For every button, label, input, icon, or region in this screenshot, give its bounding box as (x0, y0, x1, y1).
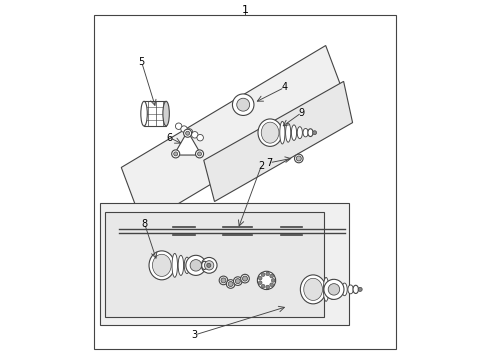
Ellipse shape (191, 259, 196, 272)
Circle shape (186, 129, 193, 135)
Circle shape (172, 150, 180, 158)
Circle shape (181, 126, 187, 132)
Circle shape (270, 274, 273, 278)
Polygon shape (122, 45, 347, 225)
Ellipse shape (149, 251, 174, 280)
Ellipse shape (294, 154, 303, 163)
Ellipse shape (324, 279, 344, 300)
Ellipse shape (323, 278, 329, 301)
Ellipse shape (232, 94, 254, 116)
Circle shape (258, 281, 262, 284)
Ellipse shape (184, 257, 190, 274)
Ellipse shape (286, 123, 291, 142)
Circle shape (175, 123, 182, 130)
Text: 6: 6 (167, 133, 173, 143)
Ellipse shape (243, 276, 247, 281)
Circle shape (184, 129, 192, 137)
Ellipse shape (196, 261, 202, 270)
Circle shape (313, 131, 317, 135)
Circle shape (261, 284, 265, 288)
Ellipse shape (221, 278, 226, 283)
Ellipse shape (328, 284, 340, 295)
Polygon shape (100, 203, 349, 325)
Circle shape (266, 272, 270, 276)
Text: 3: 3 (192, 330, 198, 340)
Circle shape (197, 152, 201, 156)
Ellipse shape (300, 275, 326, 304)
Ellipse shape (234, 277, 242, 285)
Ellipse shape (228, 282, 233, 287)
Ellipse shape (237, 98, 250, 111)
Ellipse shape (202, 261, 207, 269)
Ellipse shape (219, 276, 228, 285)
Ellipse shape (163, 101, 170, 126)
Circle shape (196, 150, 203, 158)
Text: 7: 7 (266, 158, 272, 168)
Ellipse shape (280, 121, 285, 144)
Circle shape (197, 134, 203, 141)
Ellipse shape (342, 283, 347, 296)
Ellipse shape (336, 281, 341, 298)
Polygon shape (204, 81, 353, 202)
Ellipse shape (329, 279, 335, 300)
Ellipse shape (190, 260, 201, 271)
Ellipse shape (152, 254, 171, 276)
Circle shape (173, 152, 178, 156)
Ellipse shape (292, 125, 296, 140)
Text: 1: 1 (242, 5, 248, 15)
Circle shape (192, 132, 198, 138)
Ellipse shape (258, 119, 282, 147)
Circle shape (261, 273, 265, 276)
Ellipse shape (172, 253, 177, 277)
Ellipse shape (348, 285, 353, 294)
Ellipse shape (304, 278, 322, 301)
Circle shape (266, 285, 270, 289)
Text: 4: 4 (281, 82, 288, 93)
Ellipse shape (141, 101, 147, 126)
Ellipse shape (261, 122, 279, 143)
Polygon shape (174, 131, 201, 155)
Circle shape (186, 131, 190, 135)
Circle shape (271, 279, 275, 282)
Ellipse shape (353, 285, 359, 293)
Bar (144, 101, 166, 126)
Ellipse shape (297, 127, 302, 139)
Circle shape (270, 283, 273, 287)
Text: 2: 2 (258, 161, 264, 171)
Circle shape (358, 287, 362, 292)
Ellipse shape (226, 280, 235, 288)
Ellipse shape (204, 261, 214, 270)
Text: 9: 9 (298, 108, 305, 118)
Ellipse shape (201, 257, 217, 273)
Bar (95, 15, 395, 348)
Ellipse shape (296, 156, 301, 161)
Ellipse shape (257, 271, 276, 289)
Text: 5: 5 (139, 57, 145, 67)
Circle shape (207, 263, 211, 267)
Ellipse shape (308, 129, 313, 136)
Text: 8: 8 (142, 219, 147, 229)
Polygon shape (105, 212, 324, 317)
Ellipse shape (235, 279, 240, 284)
Circle shape (258, 276, 262, 280)
Ellipse shape (186, 255, 206, 275)
Ellipse shape (241, 274, 249, 283)
Ellipse shape (178, 255, 184, 275)
Ellipse shape (303, 129, 308, 137)
